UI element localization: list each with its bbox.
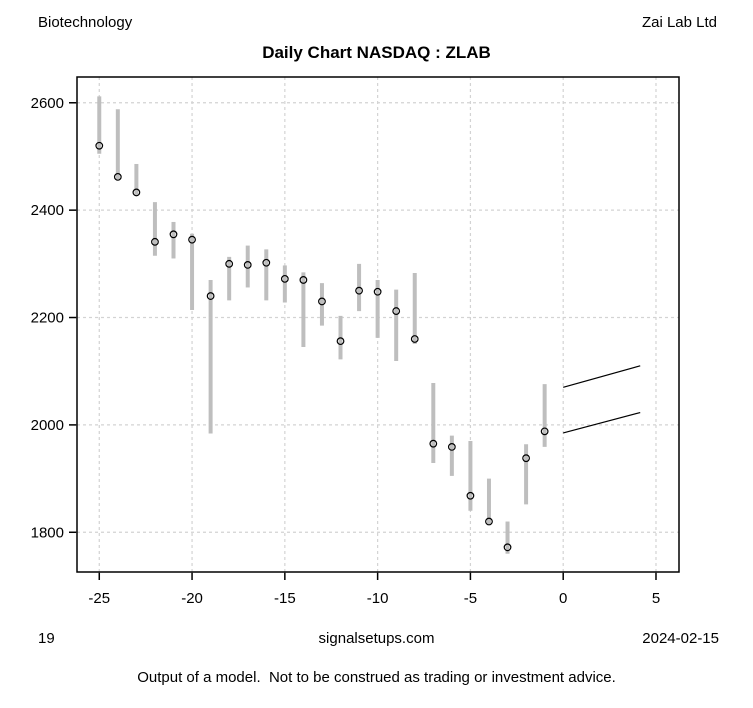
close-marker: [299, 276, 308, 284]
close-marker: [113, 172, 122, 181]
close-marker: [95, 141, 104, 150]
close-marker: [540, 427, 549, 436]
close-marker: [355, 286, 363, 295]
y-axis-tick-label: 2000: [31, 417, 64, 434]
close-marker: [373, 287, 382, 296]
y-axis-tick-label: 2200: [31, 310, 64, 327]
close-marker: [392, 307, 401, 315]
company-name-label: Zai Lab Ltd: [641, 14, 717, 31]
close-marker: [318, 297, 326, 306]
plot-frame: [76, 76, 680, 573]
close-marker: [429, 439, 438, 448]
close-marker: [151, 237, 159, 246]
x-axis-tick-label: -15: [274, 590, 296, 607]
close-marker: [522, 454, 530, 463]
close-marker: [503, 543, 512, 552]
x-axis-tick-label: 5: [652, 590, 660, 607]
close-marker: [447, 443, 456, 451]
footer-website: signalsetups.com: [318, 630, 435, 647]
x-axis-tick-label: 0: [559, 590, 567, 607]
x-axis-tick-label: -10: [367, 590, 389, 607]
sector-label: Biotechnology: [38, 14, 133, 31]
y-axis-tick-label: 1800: [31, 524, 64, 541]
footer-date: 2024-02-15: [642, 630, 719, 647]
close-marker: [280, 274, 289, 283]
lower-projection-line: [563, 411, 641, 434]
upper-projection-line: [563, 365, 641, 388]
disclaimer-text: Output of a model. Not to be construed a…: [137, 669, 616, 686]
close-marker: [188, 235, 196, 244]
y-axis-tick-label: 2600: [31, 95, 64, 112]
close-marker: [225, 259, 234, 268]
x-axis-tick-label: -25: [88, 590, 110, 607]
x-axis-tick-label: -5: [464, 590, 477, 607]
y-axis-tick-label: 2400: [31, 202, 64, 219]
close-marker: [206, 292, 215, 300]
close-marker: [466, 491, 475, 500]
close-marker: [336, 337, 345, 346]
chart-title: Daily Chart NASDAQ : ZLAB: [262, 43, 491, 62]
close-marker: [262, 258, 271, 267]
close-marker: [410, 335, 419, 343]
close-marker: [243, 261, 252, 269]
close-marker: [169, 230, 178, 239]
x-axis-tick-label: -20: [181, 590, 203, 607]
footer-page-number: 19: [38, 630, 55, 647]
close-marker: [485, 517, 493, 526]
close-marker: [132, 188, 141, 197]
